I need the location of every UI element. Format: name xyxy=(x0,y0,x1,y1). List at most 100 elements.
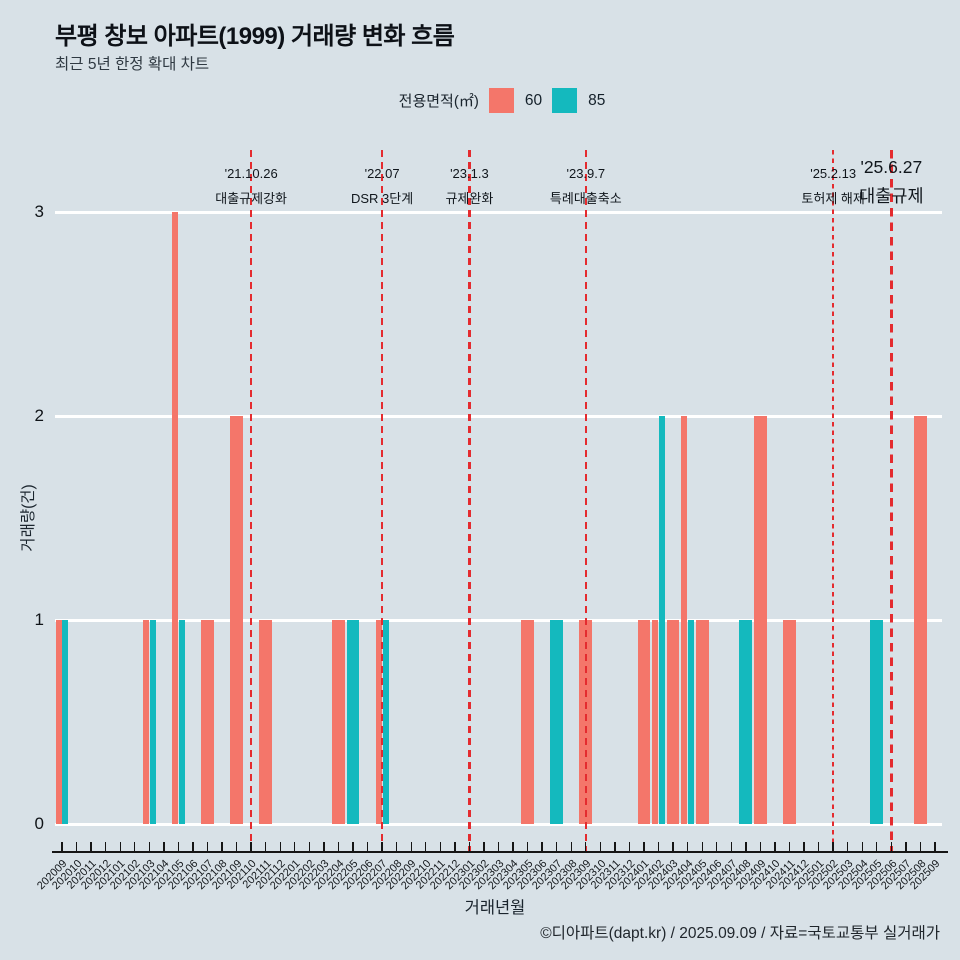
x-tick-202105 xyxy=(177,842,180,853)
y-axis-title: 거래량(건) xyxy=(20,484,37,552)
legend-title: 전용면적(㎡) xyxy=(398,93,479,110)
annotation-date-202309: '23.9.7 xyxy=(566,166,606,181)
x-tick-202107 xyxy=(206,842,209,853)
legend-swatch-85 xyxy=(552,88,578,113)
x-tick-202203 xyxy=(323,842,325,853)
x-tick-202501 xyxy=(817,842,820,853)
y-tick-label-0: 0 xyxy=(34,814,44,833)
x-tick-202312 xyxy=(628,842,631,853)
bar-60-202405 xyxy=(695,620,709,824)
x-tick-202405 xyxy=(701,842,703,853)
annotation-label-202301: 규제완화 xyxy=(445,191,494,206)
gridline-3 xyxy=(55,210,942,214)
x-tick-202201 xyxy=(294,842,296,853)
annotation-label-202110: 대출규제강화 xyxy=(215,191,288,206)
y-tick-label-3: 3 xyxy=(34,202,44,221)
x-tick-202411 xyxy=(788,842,791,853)
y-tick-label-2: 2 xyxy=(34,406,44,425)
x-tick-202106 xyxy=(192,842,194,853)
x-tick-202102 xyxy=(134,842,136,853)
bar-85-202205 xyxy=(346,620,360,824)
x-tick-202209 xyxy=(410,842,412,853)
bar-85-202505 xyxy=(870,620,884,824)
x-tick-202103 xyxy=(148,842,150,853)
x-tick-202304 xyxy=(512,842,514,853)
x-tick-202503 xyxy=(847,842,849,853)
x-tick-202306 xyxy=(541,842,543,853)
bar-60-202305 xyxy=(521,620,534,824)
legend-item-85-label: 85 xyxy=(588,91,606,109)
x-tick-202506 xyxy=(890,842,893,853)
bar-85-202207 xyxy=(382,620,389,824)
bar-85-202307 xyxy=(550,620,564,824)
x-tick-202012 xyxy=(104,842,107,853)
legend-item-60: 60 xyxy=(488,88,542,113)
x-tick-202307 xyxy=(556,842,558,853)
x-tick-202301 xyxy=(468,842,471,853)
x-tick-202208 xyxy=(395,842,398,853)
x-tick-202504 xyxy=(861,842,863,853)
annotation-label-202207: DSR 3단계 xyxy=(350,191,414,206)
bar-60-202204 xyxy=(332,620,345,824)
y-tick-label-1: 1 xyxy=(34,610,44,629)
annotation-line-202110 xyxy=(249,150,253,852)
x-tick-202010 xyxy=(75,842,78,853)
x-tick-202011 xyxy=(90,842,92,853)
x-tick-202211 xyxy=(439,842,441,853)
x-tick-202412 xyxy=(803,842,805,853)
bar-85-202402 xyxy=(658,416,665,824)
x-tick-202101 xyxy=(119,842,121,853)
page-subtitle: 최근 5년 한정 확대 차트 xyxy=(55,56,210,73)
x-tick-202502 xyxy=(832,842,834,853)
bar-60-202105 xyxy=(172,212,178,824)
legend: 전용면적(㎡) 60 85 xyxy=(0,88,960,113)
annotation-line-202506 xyxy=(889,150,894,852)
bar-60-202103 xyxy=(142,620,149,824)
x-tick-202507 xyxy=(905,842,907,853)
annotation-label-202506: 대출규제 xyxy=(859,186,924,206)
x-tick-202401 xyxy=(643,842,645,853)
legend-swatch-60 xyxy=(488,88,514,113)
x-tick-202402 xyxy=(657,842,660,853)
bar-60-202107 xyxy=(201,620,214,824)
annotation-line-202207 xyxy=(380,150,384,852)
x-tick-202212 xyxy=(454,842,456,853)
bar-60-202404 xyxy=(681,416,688,824)
annotation-date-202301: '23.1.3 xyxy=(450,166,489,181)
x-tick-202111 xyxy=(265,842,267,853)
x-tick-202112 xyxy=(279,842,281,853)
x-tick-202410 xyxy=(774,842,776,853)
x-tick-202408 xyxy=(745,842,747,853)
x-tick-202109 xyxy=(235,842,238,853)
bar-60-202111 xyxy=(259,620,273,824)
footer-credit: ©디아파트(dapt.kr) / 2025.09.09 / 자료=국토교통부 실… xyxy=(540,925,940,942)
annotation-line-202309 xyxy=(584,150,588,852)
x-tick-202110 xyxy=(250,842,252,853)
x-tick-202505 xyxy=(876,842,878,853)
x-tick-202104 xyxy=(163,842,165,853)
gridline-0 xyxy=(55,822,942,826)
annotation-date-202506: '25.6.27 xyxy=(860,157,923,177)
bar-85-202404 xyxy=(688,620,695,824)
bar-60-202401 xyxy=(637,620,651,824)
bar-60-202402 xyxy=(652,620,659,824)
x-tick-202309 xyxy=(585,842,587,853)
x-tick-202308 xyxy=(570,842,572,853)
annotation-date-202110: '21.10.26 xyxy=(224,166,278,181)
x-tick-202206 xyxy=(366,842,369,853)
annotation-line-202301 xyxy=(468,150,471,852)
x-tick-202310 xyxy=(599,842,602,853)
x-tick-202311 xyxy=(614,842,616,853)
x-tick-202009 xyxy=(61,842,63,853)
x-tick-202302 xyxy=(483,842,485,853)
gridline-2 xyxy=(55,414,942,418)
x-tick-202202 xyxy=(308,842,311,853)
x-tick-202303 xyxy=(497,842,500,853)
bar-85-202408 xyxy=(739,620,753,824)
annotation-label-202502: 토허제 해제 xyxy=(801,191,865,206)
x-tick-202205 xyxy=(352,842,354,853)
bar-60-202508 xyxy=(914,416,927,824)
bar-60-202403 xyxy=(666,620,680,824)
